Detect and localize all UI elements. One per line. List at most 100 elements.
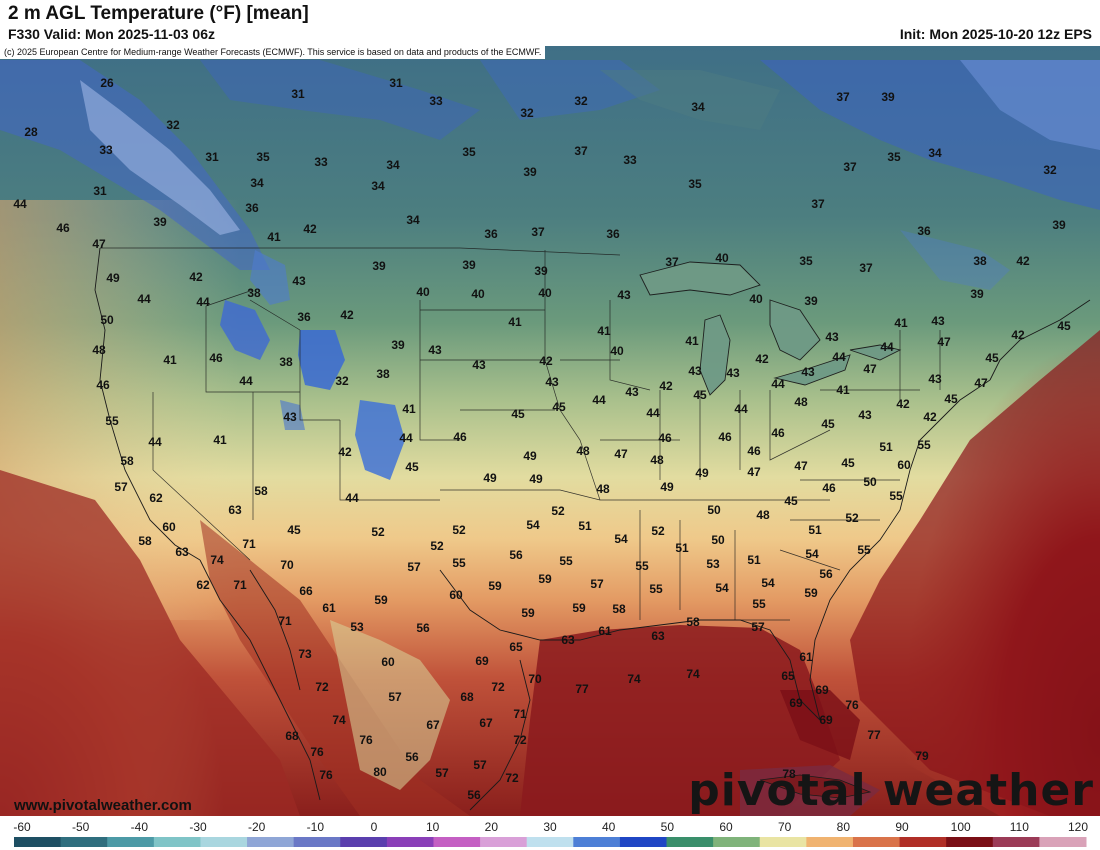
temperature-label: 63: [651, 629, 665, 643]
temperature-label: 69: [819, 713, 833, 727]
temperature-label: 39: [153, 215, 167, 229]
temperature-label: 43: [688, 364, 702, 378]
temperature-label: 46: [718, 430, 732, 444]
temperature-label: 42: [340, 308, 354, 322]
temperature-label: 58: [254, 484, 268, 498]
temperature-label: 52: [845, 511, 859, 525]
temperature-label: 43: [928, 372, 942, 386]
temperature-label: 78: [782, 767, 796, 781]
temperature-label: 49: [660, 480, 674, 494]
temperature-label: 73: [298, 647, 312, 661]
color-scale-segment: [153, 837, 201, 847]
temperature-label: 37: [859, 261, 873, 275]
temperature-label: 56: [467, 788, 481, 802]
color-scale-tick-label: -10: [307, 820, 325, 834]
temperature-label: 39: [462, 258, 476, 272]
temperature-label: 47: [747, 465, 761, 479]
temperature-label: 70: [280, 558, 294, 572]
color-scale-segment: [573, 837, 621, 847]
temperature-label: 77: [575, 682, 589, 696]
temperature-label: 44: [734, 402, 748, 416]
temperature-label: 44: [771, 377, 785, 391]
temperature-label: 46: [771, 426, 785, 440]
color-scale-tick-label: 110: [1010, 820, 1029, 834]
temperature-label: 45: [784, 494, 798, 508]
temperature-label: 72: [513, 733, 527, 747]
temperature-label: 39: [881, 90, 895, 104]
color-scale-segment: [1039, 837, 1087, 847]
temperature-label: 45: [287, 523, 301, 537]
color-scale-tick-label: -30: [189, 820, 207, 834]
color-scale: -60 -50 -40 -30 -20 -10 0 10 20 30 40 50 60 70 80 90 100…: [0, 816, 1100, 850]
temperature-label: 48: [650, 453, 664, 467]
temperature-label: 43: [545, 375, 559, 389]
temperature-label: 57: [473, 758, 487, 772]
temperature-label: 61: [799, 650, 813, 664]
color-scale-tick-label: -60: [13, 820, 31, 834]
temperature-label: 57: [751, 620, 765, 634]
temperature-label: 33: [314, 155, 328, 169]
temperature-label: 31: [205, 150, 219, 164]
temperature-label: 41: [836, 383, 850, 397]
temperature-label: 57: [388, 690, 402, 704]
temperature-label: 34: [250, 176, 264, 190]
temperature-label: 40: [749, 292, 763, 306]
temperature-label: 72: [505, 771, 519, 785]
color-scale-segment: [899, 837, 947, 847]
temperature-label: 62: [149, 491, 163, 505]
temperature-label: 34: [928, 146, 942, 160]
temperature-label: 52: [371, 525, 385, 539]
temperature-label: 37: [531, 225, 545, 239]
temperature-label: 35: [256, 150, 270, 164]
temperature-label: 31: [389, 76, 403, 90]
temperature-label: 55: [105, 414, 119, 428]
temperature-label: 52: [551, 504, 565, 518]
color-scale-ticks: -60 -50 -40 -30 -20 -10 0 10 20 30 40 50 60 70 80 90 100…: [13, 820, 1088, 834]
temperature-label: 41: [894, 316, 908, 330]
temperature-label: 38: [973, 254, 987, 268]
temperature-label: 69: [815, 683, 829, 697]
color-scale-tick-label: 20: [485, 820, 499, 834]
temperature-label: 47: [974, 376, 988, 390]
temperature-label: 72: [315, 680, 329, 694]
temperature-label: 43: [428, 343, 442, 357]
temperature-label: 53: [350, 620, 364, 634]
great-lakes: [639, 261, 902, 396]
color-scale-segment: [759, 837, 807, 847]
temperature-label: 69: [475, 654, 489, 668]
temperature-label: 39: [534, 264, 548, 278]
temperature-label: 43: [617, 288, 631, 302]
color-scale-segment: [480, 837, 528, 847]
temperature-label: 41: [597, 324, 611, 338]
temperature-label: 55: [452, 556, 466, 570]
temperature-label: 41: [685, 334, 699, 348]
temperature-label: 45: [693, 388, 707, 402]
temperature-label: 61: [598, 624, 612, 638]
page-title: 2 m AGL Temperature (°F) [mean]: [8, 3, 309, 24]
color-scale-segment: [60, 837, 108, 847]
temperature-label: 28: [24, 125, 38, 139]
init-time: Init: Mon 2025-10-20 12z EPS: [899, 26, 1092, 42]
website-link[interactable]: www.pivotalweather.com: [14, 797, 192, 814]
temperature-label: 41: [508, 315, 522, 329]
temperature-label: 43: [283, 410, 297, 424]
temperature-label: 39: [804, 294, 818, 308]
color-scale-tick-label: 0: [371, 820, 378, 834]
temperature-label: 35: [688, 177, 702, 191]
temperature-label: 35: [799, 254, 813, 268]
color-scale-segment: [386, 837, 434, 847]
temperature-label: 76: [310, 745, 324, 759]
temperature-label: 71: [233, 578, 247, 592]
temperature-label: 60: [449, 588, 463, 602]
temperature-label: 63: [175, 545, 189, 559]
temperature-label: 46: [658, 431, 672, 445]
color-scale-segment: [713, 837, 761, 847]
color-scale-segment: [14, 837, 62, 847]
color-scale-tick-label: -50: [72, 820, 90, 834]
temperature-label: 74: [627, 672, 641, 686]
temperature-label: 33: [623, 153, 637, 167]
temperature-label: 54: [526, 518, 540, 532]
color-scale-segment: [806, 837, 854, 847]
temperature-label: 56: [416, 621, 430, 635]
temperature-label: 40: [538, 286, 552, 300]
